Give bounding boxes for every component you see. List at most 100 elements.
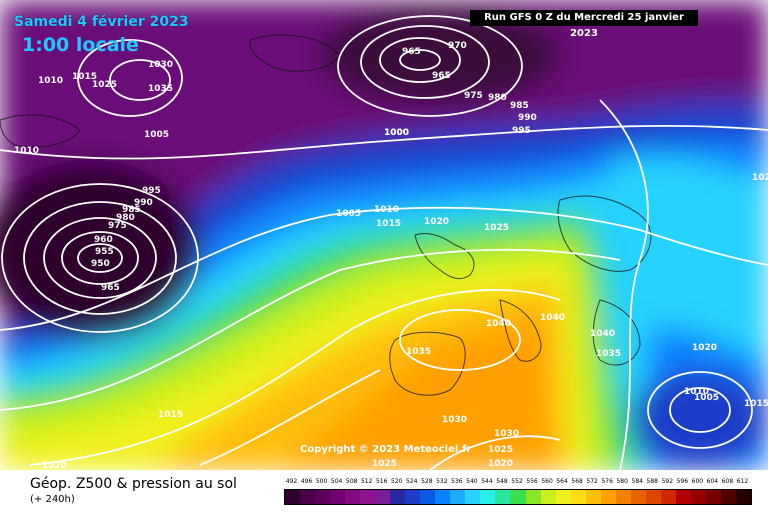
scale-tick-label: 496 bbox=[300, 478, 313, 485]
scale-swatch bbox=[705, 490, 721, 504]
scale-swatch bbox=[390, 490, 406, 504]
isobar-label: 1025 bbox=[92, 80, 117, 90]
isobar-label: 1020 bbox=[488, 459, 513, 469]
scale-tick-label: 552 bbox=[511, 478, 523, 485]
scale-tick-label: 508 bbox=[345, 478, 358, 485]
isobar-label: 960 bbox=[94, 235, 113, 245]
run-info: Run GFS 0 Z du Mercredi 25 janvier 2023 bbox=[470, 10, 698, 39]
isobar-label: 1015 bbox=[376, 219, 401, 229]
scale-swatch bbox=[600, 490, 616, 504]
scale-tick-label: 520 bbox=[391, 478, 403, 485]
isobar-label: 995 bbox=[512, 126, 531, 136]
isobar-label: 1010 bbox=[14, 146, 39, 156]
scale-tick-label: 536 bbox=[451, 478, 463, 485]
isobar-label: 965 bbox=[432, 71, 451, 81]
scale-swatch bbox=[540, 490, 556, 504]
isobar-label: 995 bbox=[142, 186, 161, 196]
scale-swatch bbox=[735, 490, 751, 504]
scale-swatch bbox=[510, 490, 526, 504]
scale-swatch bbox=[495, 490, 511, 504]
scale-tick-label: 512 bbox=[360, 478, 373, 485]
isobar-label: 1035 bbox=[406, 347, 431, 357]
isobar-label: 980 bbox=[488, 93, 507, 103]
scale-tick-label: 540 bbox=[466, 478, 478, 485]
scale-tick-label: 608 bbox=[721, 478, 734, 485]
isobar-label: 980 bbox=[116, 213, 135, 223]
scale-swatch bbox=[675, 490, 691, 504]
legend-footer: Géop. Z500 & pression au sol (+ 240h) 49… bbox=[0, 470, 768, 512]
scale-tick-label: 516 bbox=[375, 478, 388, 485]
scale-swatch bbox=[450, 490, 466, 504]
scale-tick-label: 564 bbox=[556, 478, 568, 485]
scale-swatch bbox=[300, 490, 316, 504]
isobar-label: 1015 bbox=[158, 410, 183, 420]
isobar-label: 1005 bbox=[144, 130, 169, 140]
scale-tick-label: 556 bbox=[526, 478, 538, 485]
scale-swatch bbox=[435, 490, 451, 504]
land-outlines bbox=[0, 34, 652, 396]
scale-tick-label: 528 bbox=[421, 478, 433, 485]
scale-swatch bbox=[405, 490, 421, 504]
isobar-label: 1025 bbox=[488, 445, 513, 455]
scale-swatch bbox=[420, 490, 436, 504]
legend-subtitle: (+ 240h) bbox=[30, 494, 75, 505]
scale-swatch bbox=[315, 490, 331, 504]
scale-tick-label: 596 bbox=[676, 478, 689, 485]
scale-swatch bbox=[585, 490, 601, 504]
isobar-label: 1010 bbox=[38, 76, 63, 86]
scale-ticks: 492 496 500 504 508 512 516 520 524 528 532 536 540 5… bbox=[284, 478, 750, 488]
scale-swatch bbox=[345, 490, 361, 504]
isobar-label: 1035 bbox=[596, 349, 621, 359]
isobar-label: 965 bbox=[101, 283, 120, 293]
isobar-label: 1015 bbox=[744, 399, 768, 409]
isobars bbox=[0, 15, 768, 470]
isobar-label: 975 bbox=[464, 91, 483, 101]
scale-swatch bbox=[525, 490, 541, 504]
isobar-label: 985 bbox=[510, 101, 529, 111]
isobar-label: 1000 bbox=[384, 128, 409, 138]
scale-tick-label: 524 bbox=[406, 478, 418, 485]
isobar-label: 1005 bbox=[336, 209, 361, 219]
isobar-label: 990 bbox=[518, 113, 537, 123]
isobar-label: 1000 bbox=[384, 128, 409, 138]
isobar-label: 970 bbox=[448, 41, 467, 51]
isobar-label: 1030 bbox=[442, 415, 467, 425]
scale-swatch bbox=[570, 490, 586, 504]
scale-tick-label: 500 bbox=[315, 478, 328, 485]
isobar-label: 1025 bbox=[484, 223, 509, 233]
isobar-label: 1040 bbox=[590, 329, 615, 339]
scale-tick-label: 580 bbox=[616, 478, 628, 485]
scale-tick-label: 604 bbox=[706, 478, 719, 485]
scale-swatch bbox=[465, 490, 481, 504]
forecast-date: Samedi 4 février 2023 bbox=[14, 14, 189, 30]
scale-tick-label: 560 bbox=[541, 478, 553, 485]
scale-swatch bbox=[375, 490, 391, 504]
scale-tick-label: 576 bbox=[601, 478, 613, 485]
isobar-label: 1020 bbox=[424, 217, 449, 227]
scale-tick-label: 600 bbox=[691, 478, 704, 485]
scale-tick-label: 588 bbox=[646, 478, 658, 485]
scale-tick-label: 548 bbox=[496, 478, 508, 485]
isobar-label: 1010 bbox=[684, 387, 709, 397]
scale-swatch bbox=[690, 490, 706, 504]
scale-tick-label: 584 bbox=[631, 478, 643, 485]
isobar-label: 1030 bbox=[148, 60, 173, 70]
legend-title: Géop. Z500 & pression au sol bbox=[30, 476, 237, 492]
scale-swatch bbox=[555, 490, 571, 504]
scale-swatch bbox=[330, 490, 346, 504]
scale-swatch bbox=[285, 490, 301, 504]
scale-tick-label: 612 bbox=[736, 478, 749, 485]
isobar-label: 955 bbox=[95, 247, 114, 257]
forecast-time: 1:00 locale bbox=[22, 34, 139, 56]
isobar-label: 1015 bbox=[72, 72, 97, 82]
isobar-label: 102 bbox=[752, 173, 768, 183]
scale-swatch bbox=[360, 490, 376, 504]
isobar-label: 1020 bbox=[692, 343, 717, 353]
scale-tick-label: 572 bbox=[586, 478, 598, 485]
isobar-label: 1040 bbox=[540, 313, 565, 323]
scale-tick-label: 544 bbox=[481, 478, 493, 485]
isobar-label: 1010 bbox=[374, 205, 399, 215]
isobar-label: 1030 bbox=[494, 429, 519, 439]
